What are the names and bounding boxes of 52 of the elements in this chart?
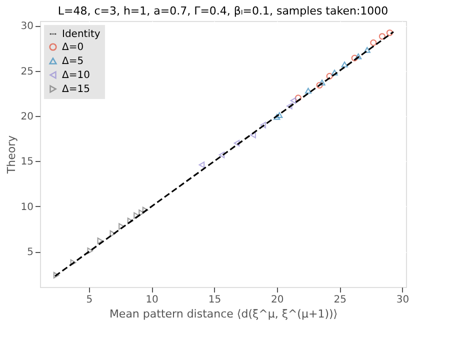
x-tick-label: 15 xyxy=(208,294,222,306)
y-axis-title: Theory xyxy=(4,134,18,175)
legend-label: Identity xyxy=(62,29,100,40)
point xyxy=(134,212,140,219)
point xyxy=(274,114,280,120)
point xyxy=(294,94,302,102)
chart-title: L=48, c=3, h=1, a=0.7, Γ=0.4, βₗ=0.1, samples taken:1000 xyxy=(58,4,388,18)
y-tick-label: 10 xyxy=(20,202,34,213)
point xyxy=(97,238,104,244)
y-tick-label: 5 xyxy=(27,247,34,258)
point xyxy=(318,80,326,86)
point xyxy=(142,206,148,214)
point xyxy=(304,88,312,94)
point xyxy=(260,122,266,128)
point xyxy=(386,29,393,36)
point xyxy=(276,112,283,118)
point xyxy=(316,82,323,89)
x-tick-label: 25 xyxy=(334,294,346,306)
y-tick-label: 25 xyxy=(20,66,34,78)
point xyxy=(53,272,60,279)
y-tick-label: 15 xyxy=(20,156,34,168)
legend-label: Δ=0 xyxy=(62,42,84,53)
point xyxy=(378,33,386,40)
point xyxy=(234,140,240,146)
x-axis-title: Mean pattern distance ⟨d(ξ^μ, ξ^(μ+1))⟩ xyxy=(109,308,338,320)
point xyxy=(70,259,76,266)
point xyxy=(127,218,134,224)
point xyxy=(370,39,377,46)
point xyxy=(110,230,116,237)
point xyxy=(351,54,358,62)
x-tick-label: 5 xyxy=(86,294,93,306)
x-tick-label: 30 xyxy=(396,294,410,306)
point xyxy=(198,162,205,168)
point xyxy=(326,72,333,80)
x-tick-label: 10 xyxy=(146,294,158,306)
point xyxy=(364,47,370,53)
point xyxy=(331,70,338,76)
legend-label: Δ=15 xyxy=(62,84,90,95)
y-tick-label: 30 xyxy=(20,21,34,32)
point xyxy=(118,223,124,230)
point xyxy=(286,102,292,110)
legend-label: Δ=10 xyxy=(62,70,90,81)
point xyxy=(218,152,225,158)
x-tick-label: 20 xyxy=(271,294,284,306)
point xyxy=(138,210,144,216)
point xyxy=(355,53,362,60)
y-tick-label: 20 xyxy=(20,112,34,122)
point xyxy=(341,62,348,68)
legend-label: Δ=5 xyxy=(62,56,84,67)
point xyxy=(87,248,94,254)
point xyxy=(290,97,296,104)
point xyxy=(250,132,256,138)
